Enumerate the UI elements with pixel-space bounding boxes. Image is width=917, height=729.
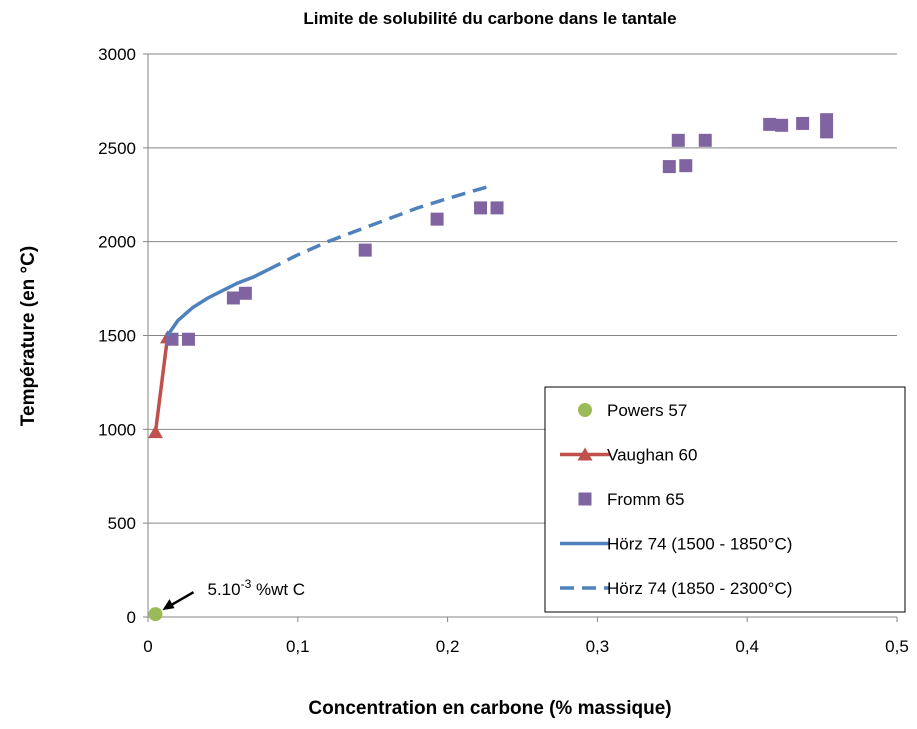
y-tick-label: 1500 [98,327,136,346]
marker [796,116,810,130]
marker [820,125,834,139]
marker [490,201,504,215]
series-line [153,337,170,433]
y-tick-label: 2500 [98,139,136,158]
marker [662,160,676,174]
legend-label: Vaughan 60 [607,446,697,465]
marker [358,243,372,257]
series-line [267,183,494,272]
marker [820,113,834,127]
y-tick-label: 3000 [98,45,136,64]
x-tick-label: 0,2 [436,637,460,656]
legend-label: Hörz 74 (1500 - 1850°C) [607,535,792,554]
series-line [166,268,269,337]
annotation: 5.10-3 %wt C [207,577,305,599]
marker [577,447,593,461]
legend-label: Fromm 65 [607,490,684,509]
marker [238,286,252,300]
legend [544,386,906,613]
annotation-arrowhead [162,599,175,611]
x-axis-label: Concentration en carbone (% massique) [308,698,671,719]
x-tick-label: 0,4 [735,637,759,656]
x-tick-label: 0,3 [586,637,610,656]
marker [226,291,240,305]
y-axis-label: Température (en °C) [18,246,39,426]
legend-label: Powers 57 [607,401,687,420]
x-tick-label: 0,1 [286,637,310,656]
marker [578,492,592,506]
marker [698,133,712,147]
y-tick-label: 500 [108,514,136,533]
marker [148,607,163,622]
y-tick-label: 2000 [98,233,136,252]
y-tick-label: 1000 [98,420,136,439]
marker [679,159,693,173]
marker [578,403,592,417]
legend-label: Hörz 74 (1850 - 2300°C) [607,579,792,598]
marker [181,332,195,346]
annotation-text: %wt C [251,580,305,599]
marker [763,117,777,131]
chart-title: Limite de solubilité du carbone dans le … [303,9,676,28]
x-tick-label: 0,5 [885,637,909,656]
marker [474,201,488,215]
x-tick-label: 0 [143,637,152,656]
annotation-sup: -3 [241,577,252,591]
marker [775,118,789,132]
marker [430,212,444,226]
marker [147,425,163,439]
marker [671,133,685,147]
annotation-text: 5.10 [207,580,240,599]
y-tick-label: 0 [127,608,136,627]
